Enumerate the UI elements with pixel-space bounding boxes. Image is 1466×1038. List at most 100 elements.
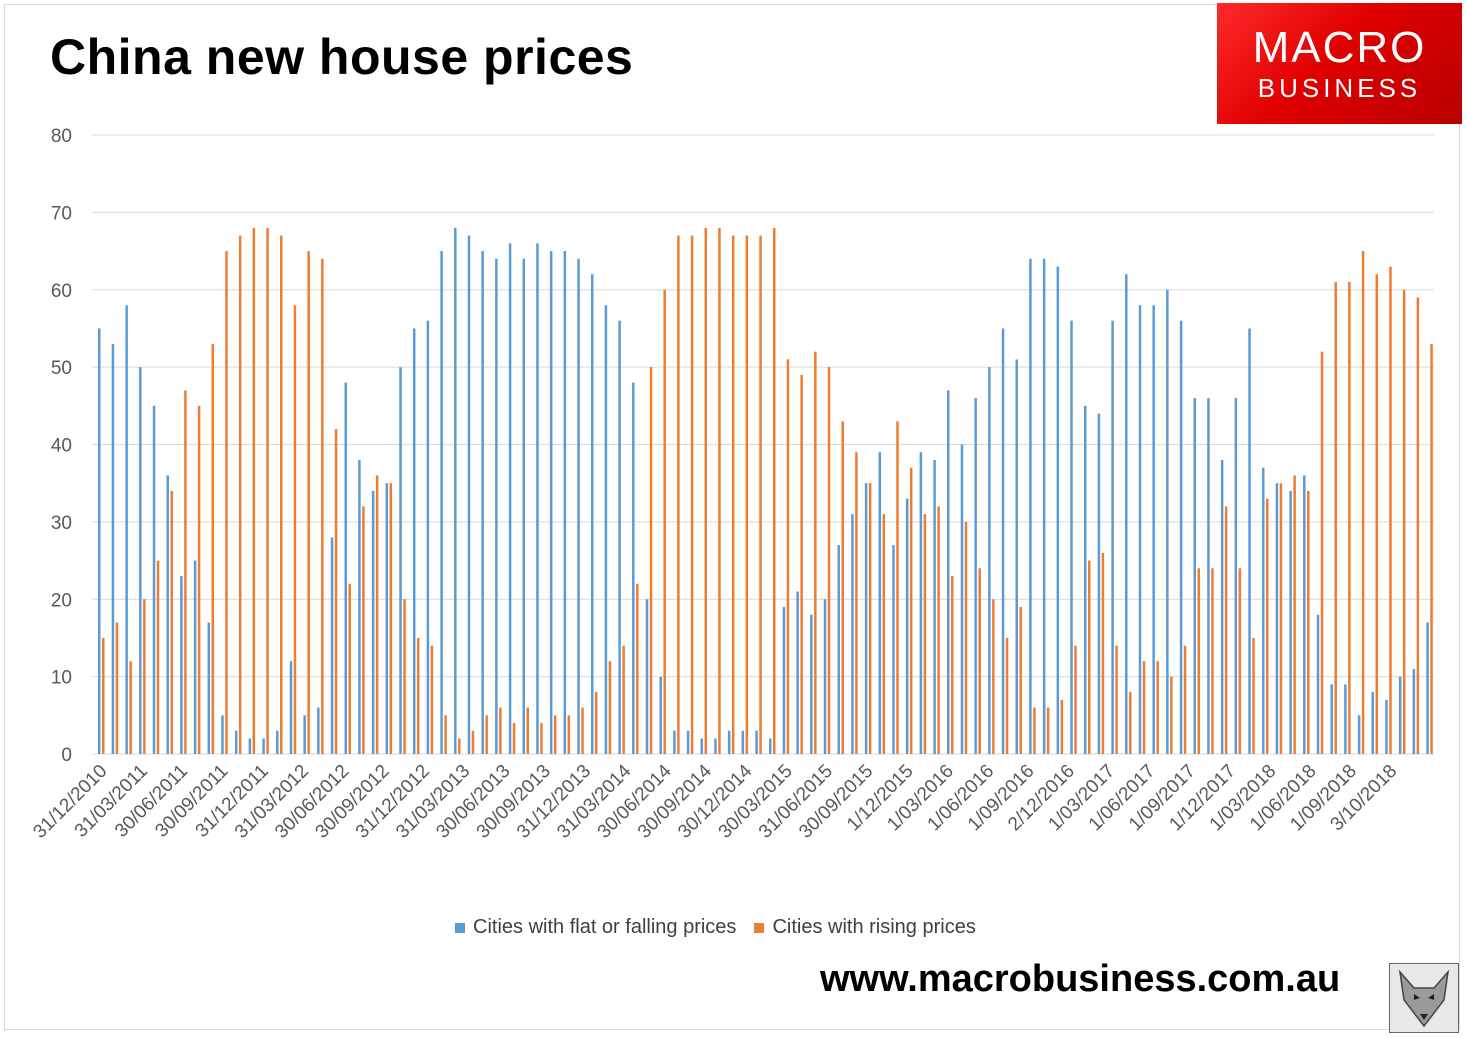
- bar-flat-or-falling: [686, 730, 690, 754]
- bar-rising: [1375, 274, 1379, 754]
- bar-rising: [252, 227, 256, 755]
- bar-flat-or-falling: [1083, 405, 1087, 754]
- bar-rising: [923, 514, 927, 754]
- bar-rising: [1334, 282, 1337, 754]
- bar-rising: [1416, 297, 1420, 754]
- bar-flat-or-falling: [1001, 328, 1005, 754]
- bar-flat-or-falling: [974, 398, 977, 754]
- bar-flat-or-falling: [1234, 398, 1238, 754]
- bar-flat-or-falling: [152, 405, 156, 754]
- bar-flat-or-falling: [618, 320, 621, 754]
- bar-rising: [1087, 560, 1091, 754]
- bar-rising: [197, 405, 201, 754]
- bar-flat-or-falling: [837, 545, 840, 754]
- bar-rising: [225, 251, 228, 754]
- bar-rising: [321, 258, 324, 754]
- legend-item-rising: Cities with rising prices: [754, 916, 976, 939]
- bar-rising: [1060, 699, 1064, 754]
- bar-flat-or-falling: [604, 305, 608, 754]
- bar-flat-or-falling: [234, 730, 238, 754]
- bar-flat-or-falling: [905, 498, 909, 754]
- bar-rising: [882, 514, 886, 754]
- bar-flat-or-falling: [1385, 699, 1388, 754]
- bar-rising: [1252, 637, 1255, 754]
- bar-flat-or-falling: [1193, 398, 1197, 754]
- bar-rising: [841, 421, 844, 754]
- bar-flat-or-falling: [1029, 258, 1032, 754]
- bar-rising: [1307, 490, 1310, 754]
- bar-rising: [170, 490, 173, 754]
- bar-flat-or-falling: [632, 382, 635, 754]
- bar-flat-or-falling: [317, 707, 320, 754]
- bar-flat-or-falling: [221, 715, 224, 754]
- bar-flat-or-falling: [303, 715, 306, 754]
- bar-flat-or-falling: [207, 622, 211, 754]
- bar-flat-or-falling: [1220, 459, 1224, 754]
- bar-rising: [512, 723, 516, 754]
- bar-rising: [1265, 498, 1269, 754]
- bar-rising: [1430, 343, 1433, 754]
- bar-rising: [978, 568, 981, 754]
- legend-swatch-rising: [754, 922, 765, 933]
- bar-flat-or-falling: [988, 367, 991, 755]
- bar-rising: [430, 645, 434, 754]
- bar-rising: [499, 707, 502, 754]
- bar-rising: [855, 452, 858, 754]
- bar-rising: [307, 251, 310, 754]
- bar-rising: [129, 661, 132, 754]
- bar-flat-or-falling: [248, 738, 252, 754]
- logo-text-macro: MACRO: [1252, 23, 1427, 72]
- bar-rising: [1142, 661, 1146, 754]
- bar-flat-or-falling: [289, 661, 293, 754]
- bar-flat-or-falling: [1248, 328, 1251, 754]
- bar-flat-or-falling: [385, 483, 389, 754]
- bar-rising: [704, 227, 708, 755]
- bar-chart: 0 10 20 30 40 50 60 70 80 31/12/201031/03/201130…: [29, 126, 1434, 843]
- bar-rising: [1019, 606, 1022, 754]
- bar-flat-or-falling: [1289, 490, 1292, 754]
- gridlines: [92, 134, 1434, 755]
- bar-flat-or-falling: [467, 235, 471, 755]
- bar-flat-or-falling: [399, 367, 402, 755]
- bar-rising: [211, 343, 215, 754]
- bar-rising: [1033, 707, 1036, 754]
- bar-rising: [581, 707, 584, 754]
- bar-flat-or-falling: [1412, 668, 1416, 754]
- bar-flat-or-falling: [426, 320, 430, 754]
- bar-flat-or-falling: [659, 676, 662, 755]
- bar-flat-or-falling: [1344, 684, 1347, 754]
- bar-rising: [485, 715, 488, 754]
- bar-rising: [1046, 707, 1050, 754]
- logo-text-business: BUSINESS: [1257, 73, 1422, 103]
- bar-rising: [238, 235, 242, 755]
- bar-rising: [1211, 568, 1214, 754]
- bar-rising: [814, 351, 817, 754]
- bar-rising: [102, 637, 105, 754]
- bar-flat-or-falling: [1097, 413, 1101, 754]
- y-axis-ticks: 0 10 20 30 40 50 60 70 80: [51, 126, 72, 766]
- bar-flat-or-falling: [111, 343, 115, 754]
- bar-flat-or-falling: [1125, 274, 1128, 754]
- bar-flat-or-falling: [769, 738, 772, 754]
- bar-rising: [909, 467, 913, 754]
- bar-rising: [745, 235, 749, 755]
- bars: [98, 227, 1433, 755]
- legend-label-falling: Cities with flat or falling prices: [473, 916, 737, 938]
- bar-rising: [143, 599, 146, 754]
- bar-rising: [827, 367, 831, 755]
- bar-flat-or-falling: [1179, 320, 1183, 754]
- bar-flat-or-falling: [1042, 258, 1046, 754]
- bar-rising: [471, 730, 475, 754]
- bar-rising: [115, 622, 119, 754]
- bar-flat-or-falling: [358, 459, 361, 754]
- bar-rising: [526, 707, 530, 754]
- bar-flat-or-falling: [796, 591, 799, 754]
- bar-rising: [677, 235, 680, 755]
- legend-item-falling: Cities with flat or falling prices: [455, 916, 736, 939]
- bar-flat-or-falling: [1111, 320, 1114, 754]
- bar-flat-or-falling: [1426, 622, 1429, 754]
- bar-flat-or-falling: [714, 738, 717, 754]
- bar-flat-or-falling: [1207, 398, 1210, 754]
- bar-rising: [1156, 661, 1159, 754]
- bar-rising: [1224, 506, 1228, 754]
